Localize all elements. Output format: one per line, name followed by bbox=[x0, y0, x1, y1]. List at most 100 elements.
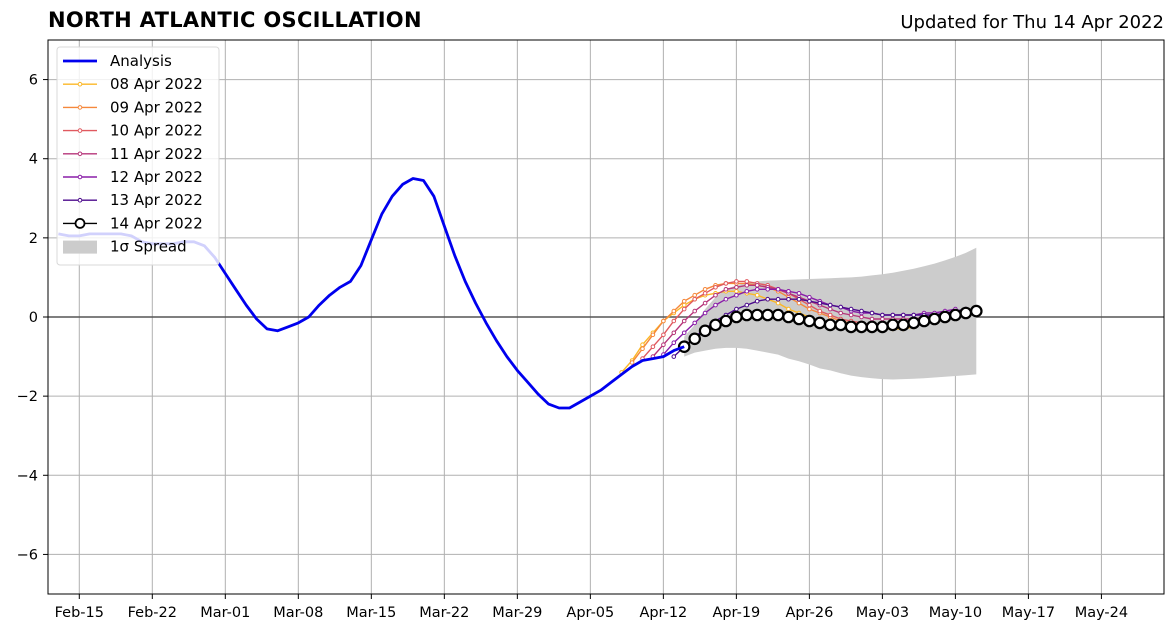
data-point bbox=[723, 287, 729, 292]
data-point bbox=[713, 292, 718, 298]
x-tick-label: May-17 bbox=[1002, 605, 1055, 621]
y-tick-label: −6 bbox=[17, 547, 38, 563]
data-point bbox=[681, 330, 687, 336]
y-tick-label: 0 bbox=[29, 310, 38, 326]
x-tick-label: Mar-29 bbox=[492, 605, 542, 621]
x-tick-label: May-24 bbox=[1075, 605, 1128, 621]
data-point bbox=[650, 344, 656, 350]
data-point bbox=[796, 291, 802, 296]
data-point bbox=[765, 296, 771, 302]
data-point bbox=[827, 306, 833, 312]
legend-box bbox=[56, 46, 220, 266]
data-point bbox=[911, 312, 917, 318]
data-point bbox=[702, 310, 708, 316]
grid-lines bbox=[48, 40, 1164, 594]
x-tick-label: Feb-22 bbox=[128, 605, 177, 621]
data-point bbox=[859, 314, 864, 320]
data-point bbox=[969, 304, 983, 318]
data-point bbox=[817, 308, 823, 314]
data-point bbox=[765, 287, 771, 292]
data-point bbox=[796, 300, 802, 306]
data-point bbox=[661, 342, 666, 348]
data-point bbox=[698, 324, 712, 338]
legend-label: 1σ Spread bbox=[110, 238, 187, 256]
data-point bbox=[869, 310, 875, 316]
data-point bbox=[807, 306, 812, 312]
data-point bbox=[734, 279, 739, 284]
data-point bbox=[827, 312, 833, 318]
legend-label: 14 Apr 2022 bbox=[110, 214, 203, 232]
data-point bbox=[688, 332, 701, 346]
data-point bbox=[702, 287, 708, 292]
data-point bbox=[775, 287, 781, 292]
data-point bbox=[754, 298, 760, 304]
data-point bbox=[671, 318, 677, 324]
data-point bbox=[744, 302, 750, 308]
data-point bbox=[807, 302, 812, 308]
data-point bbox=[754, 283, 760, 288]
data-point bbox=[786, 306, 791, 312]
x-tick-label: Mar-08 bbox=[273, 605, 323, 621]
x-tick-label: Mar-22 bbox=[419, 605, 469, 621]
data-point bbox=[740, 308, 754, 322]
data-point bbox=[865, 320, 879, 334]
x-tick-label: Apr-05 bbox=[566, 605, 614, 621]
data-point bbox=[928, 312, 941, 326]
y-tick-label: −4 bbox=[17, 468, 38, 484]
legend-marker bbox=[77, 81, 83, 87]
data-point bbox=[692, 292, 698, 298]
data-point bbox=[901, 312, 906, 318]
x-tick-label: May-03 bbox=[856, 605, 909, 621]
data-point bbox=[713, 302, 718, 308]
legend-label: 13 Apr 2022 bbox=[110, 191, 203, 209]
data-point bbox=[938, 310, 952, 324]
data-point bbox=[709, 318, 722, 332]
data-point bbox=[692, 296, 698, 302]
legend-marker bbox=[77, 197, 83, 203]
legend: Analysis 08 Apr 2022 09 Apr 2022 10 Apr 202… bbox=[56, 46, 220, 266]
legend-label: Analysis bbox=[110, 52, 172, 70]
data-point bbox=[681, 306, 687, 312]
data-point bbox=[771, 308, 785, 322]
legend-spread-swatch bbox=[63, 240, 97, 254]
data-point bbox=[629, 360, 635, 365]
data-point bbox=[650, 332, 656, 338]
data-point bbox=[907, 316, 920, 330]
data-point bbox=[702, 291, 708, 296]
data-point bbox=[880, 316, 885, 322]
data-point bbox=[786, 289, 791, 294]
y-tick-label: 4 bbox=[29, 152, 38, 168]
data-point bbox=[692, 308, 698, 314]
chart-subtitle: Updated for Thu 14 Apr 2022 bbox=[900, 12, 1164, 33]
data-point bbox=[671, 330, 677, 336]
legend-marker bbox=[74, 217, 86, 229]
data-point bbox=[744, 279, 750, 284]
legend-marker bbox=[77, 151, 83, 157]
data-point bbox=[719, 314, 733, 328]
data-point bbox=[838, 304, 844, 310]
data-point bbox=[869, 316, 875, 322]
data-point bbox=[786, 296, 791, 302]
data-point bbox=[734, 289, 739, 294]
x-tick-label: May-10 bbox=[929, 605, 982, 621]
data-point bbox=[782, 310, 795, 324]
data-point bbox=[723, 296, 729, 302]
data-point bbox=[827, 302, 833, 308]
data-point bbox=[661, 318, 666, 324]
legend-label: 09 Apr 2022 bbox=[110, 98, 203, 116]
data-point bbox=[713, 285, 718, 290]
legend-marker bbox=[77, 105, 83, 110]
data-point bbox=[640, 346, 645, 352]
axis-ticks: Feb-15 Feb-22 Mar-01 Mar-08 Mar-15 Mar-22 Mar-… bbox=[17, 73, 1128, 621]
data-point bbox=[775, 300, 781, 306]
data-point bbox=[744, 283, 750, 288]
data-point bbox=[702, 300, 708, 306]
legend-marker bbox=[77, 128, 83, 133]
x-tick-label: Mar-01 bbox=[200, 605, 250, 621]
x-tick-label: Feb-15 bbox=[55, 605, 104, 621]
legend-label: 12 Apr 2022 bbox=[110, 168, 203, 186]
data-point bbox=[730, 310, 743, 324]
data-point bbox=[761, 308, 774, 322]
data-point bbox=[671, 340, 677, 346]
